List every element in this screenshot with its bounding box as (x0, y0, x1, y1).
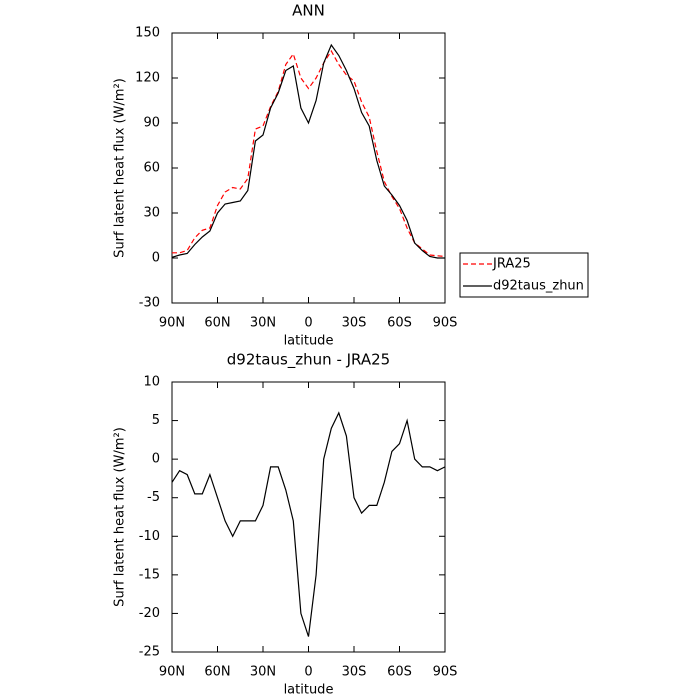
data-line (171, 411, 446, 637)
data-line (171, 43, 445, 259)
chart-title: ANN (292, 2, 325, 20)
x-tick-label: 30N (250, 665, 276, 680)
plot-frame (171, 381, 446, 653)
y-tick-label: 150 (135, 26, 160, 41)
x-tick-label: 90N (159, 316, 185, 331)
y-tick-label: 60 (143, 161, 160, 176)
y-axis-label: Surf latent heat flux (W/m²) (113, 78, 128, 258)
plot-frame (171, 32, 446, 304)
legend-box (459, 252, 589, 298)
x-tick-label: 60S (387, 316, 412, 331)
x-tick-label: 60S (387, 665, 412, 680)
x-tick-label: 90N (159, 665, 185, 680)
y-tick-label: 30 (143, 206, 160, 221)
y-tick-label: 10 (143, 375, 160, 390)
x-tick-label: 60N (204, 316, 230, 331)
x-tick-label: 90S (433, 316, 458, 331)
y-tick-label: 90 (143, 116, 160, 131)
x-tick-label: 30N (250, 316, 276, 331)
y-tick-label: -30 (139, 296, 160, 311)
y-tick-label: 120 (135, 71, 160, 86)
data-line (172, 49, 446, 258)
x-axis-label: latitude (284, 683, 334, 698)
y-tick-label: -5 (147, 490, 160, 505)
y-tick-label: 0 (152, 251, 160, 266)
x-tick-label: 0 (304, 665, 312, 680)
y-tick-label: -15 (139, 567, 160, 582)
x-tick-label: 0 (304, 316, 312, 331)
chart-title: d92taus_zhun - JRA25 (227, 351, 390, 370)
x-tick-label: 60N (204, 665, 230, 680)
x-tick-label: 30S (342, 316, 367, 331)
x-axis-label: latitude (284, 334, 334, 349)
y-tick-label: -20 (139, 606, 160, 621)
legend-label: d92taus_zhun (493, 279, 584, 294)
legend-label: JRA25 (492, 257, 531, 272)
y-axis-label: Surf latent heat flux (W/m²) (113, 427, 128, 607)
x-tick-label: 90S (433, 665, 458, 680)
y-tick-label: -25 (139, 645, 160, 660)
y-tick-label: 0 (152, 452, 160, 467)
x-tick-label: 30S (342, 665, 367, 680)
y-tick-label: -10 (139, 529, 160, 544)
y-tick-label: 5 (152, 413, 160, 428)
